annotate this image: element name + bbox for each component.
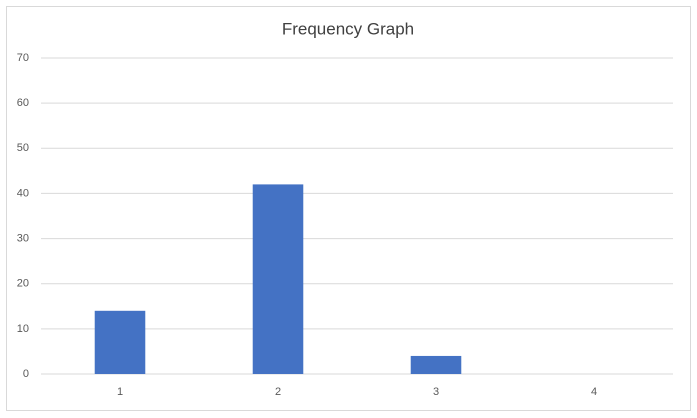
chart-title: Frequency Graph (282, 19, 414, 38)
y-tick-label: 60 (17, 97, 29, 109)
y-tick-label: 10 (17, 323, 29, 335)
x-tick-label: 4 (591, 386, 597, 398)
y-tick-label: 70 (17, 52, 29, 64)
x-tick-label: 1 (117, 386, 123, 398)
bar (252, 184, 304, 374)
x-tick-label: 3 (433, 386, 439, 398)
y-tick-label: 0 (23, 368, 29, 380)
bar (94, 310, 146, 374)
bar (410, 355, 462, 374)
x-tick-label: 2 (275, 386, 281, 398)
y-tick-label: 20 (17, 278, 29, 290)
y-tick-label: 30 (17, 232, 29, 244)
y-tick-label: 40 (17, 187, 29, 199)
y-tick-label: 50 (17, 142, 29, 154)
